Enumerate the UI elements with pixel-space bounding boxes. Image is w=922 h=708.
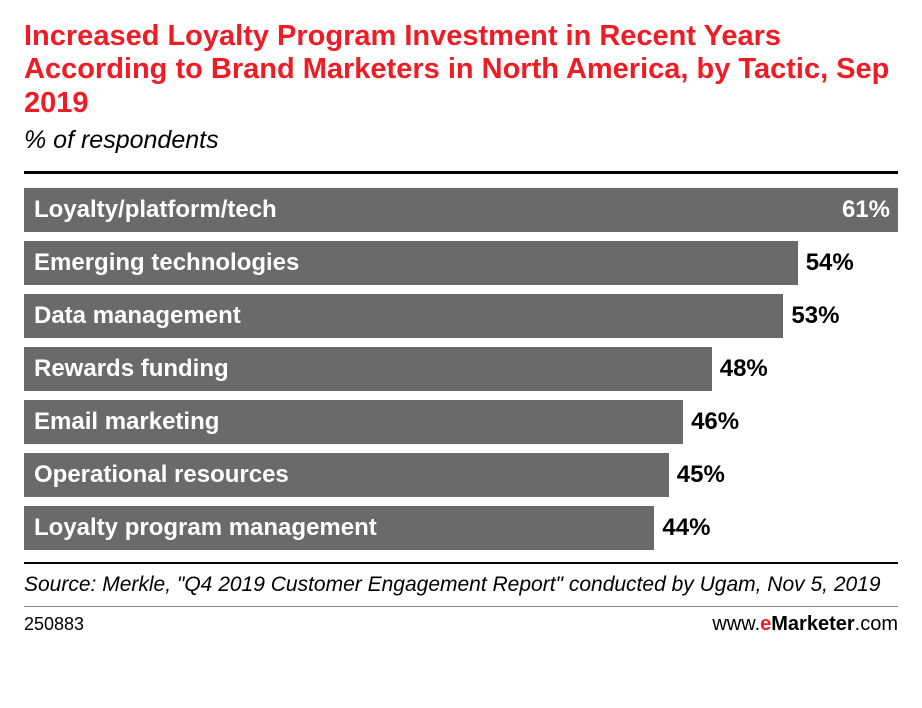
footer: 250883 www.eMarketer.com <box>24 613 898 636</box>
bar-row: Loyalty/platform/tech 61% <box>24 188 898 232</box>
bar-fill: Rewards funding <box>24 347 712 391</box>
bar-fill: Operational resources <box>24 453 669 497</box>
source-text: Source: Merkle, "Q4 2019 Customer Engage… <box>24 572 898 598</box>
logo-marketer: Marketer <box>771 613 854 635</box>
bar-fill: Loyalty/platform/tech 61% <box>24 188 898 232</box>
bar-label: Rewards funding <box>34 355 229 383</box>
bar-value: 54% <box>806 241 854 285</box>
bar-row: Email marketing 46% <box>24 400 898 444</box>
logo-suffix: .com <box>855 613 898 635</box>
bar-value: 46% <box>691 400 739 444</box>
bar-row: Operational resources 45% <box>24 453 898 497</box>
chart-container: Increased Loyalty Program Investment in … <box>0 0 922 644</box>
divider-top <box>24 171 898 174</box>
bar-value: 53% <box>791 294 839 338</box>
footer-divider <box>24 606 898 607</box>
divider-bottom <box>24 562 898 564</box>
logo-e: e <box>760 613 771 635</box>
bar-label: Email marketing <box>34 408 219 436</box>
bar-label: Loyalty program management <box>34 514 377 542</box>
bar-value: 48% <box>720 347 768 391</box>
logo-prefix: www. <box>712 613 760 635</box>
bar-value: 61% <box>842 188 890 232</box>
bar-row: Rewards funding 48% <box>24 347 898 391</box>
chart-subtitle: % of respondents <box>24 126 898 155</box>
bar-value: 45% <box>677 453 725 497</box>
bar-row: Loyalty program management 44% <box>24 506 898 550</box>
bar-value: 44% <box>662 506 710 550</box>
bar-label: Loyalty/platform/tech <box>34 196 277 224</box>
logo: www.eMarketer.com <box>712 613 898 636</box>
bar-fill: Emerging technologies <box>24 241 798 285</box>
bar-label: Emerging technologies <box>34 249 299 277</box>
bar-row: Emerging technologies 54% <box>24 241 898 285</box>
chart-title: Increased Loyalty Program Investment in … <box>24 20 898 120</box>
bar-label: Data management <box>34 302 241 330</box>
bar-fill: Email marketing <box>24 400 683 444</box>
bar-row: Data management 53% <box>24 294 898 338</box>
bar-fill: Loyalty program management <box>24 506 654 550</box>
bar-list: Loyalty/platform/tech 61% Emerging technol… <box>24 188 898 550</box>
bar-fill: Data management <box>24 294 783 338</box>
bar-label: Operational resources <box>34 461 289 489</box>
footer-id: 250883 <box>24 614 84 635</box>
